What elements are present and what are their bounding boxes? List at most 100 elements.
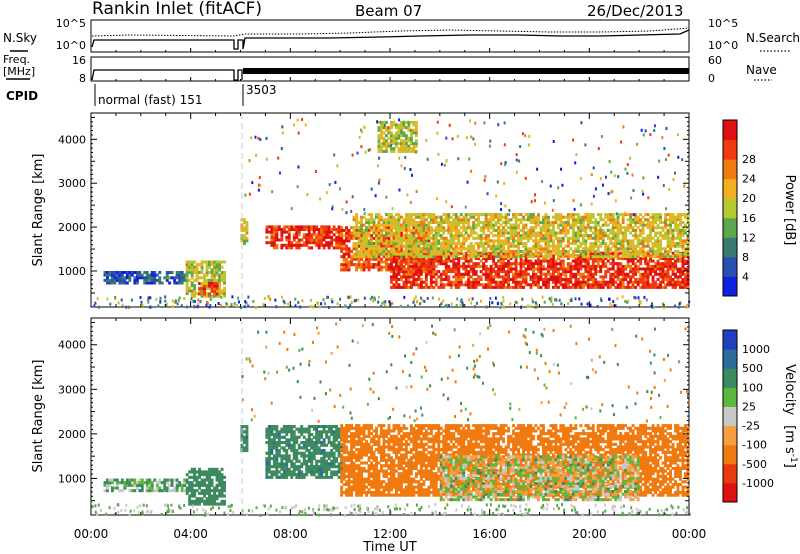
data-cell: [457, 270, 461, 274]
data-cell: [586, 252, 590, 256]
data-cell: [467, 221, 471, 224]
ground-echo: [287, 302, 290, 306]
data-cell: [467, 236, 471, 240]
data-cell: [402, 260, 406, 264]
data-cell: [270, 243, 274, 247]
data-cell: [434, 231, 438, 235]
data-cell: [200, 260, 204, 264]
data-cell: [390, 285, 393, 289]
data-cell: [447, 215, 451, 219]
data-cell: [524, 257, 528, 260]
data-cell: [581, 226, 585, 230]
data-cell: [397, 215, 401, 219]
sparse-echo: [451, 137, 454, 141]
data-cell: [477, 278, 481, 281]
data-cell: [400, 247, 403, 251]
data-cell: [681, 272, 685, 276]
data-cell: [482, 255, 486, 259]
data-cell: [564, 270, 568, 274]
data-cell: [195, 502, 199, 506]
data-cell: [509, 267, 513, 271]
data-cell: [534, 278, 538, 281]
data-cell: [676, 270, 680, 274]
data-cell: [120, 273, 124, 277]
data-cell: [355, 247, 358, 251]
ground-echo: [322, 298, 325, 302]
data-cell: [347, 249, 351, 253]
data-cell: [335, 230, 339, 234]
data-cell: [143, 481, 147, 485]
data-cell: [586, 255, 590, 259]
data-cell: [616, 236, 620, 240]
data-cell: [599, 244, 603, 248]
data-cell: [335, 246, 339, 250]
data-cell: [591, 251, 595, 255]
data-cell: [267, 449, 271, 453]
data-cell: [509, 255, 513, 259]
data-cell: [464, 228, 468, 232]
data-cell: [532, 234, 535, 238]
data-cell: [397, 270, 401, 274]
data-cell: [409, 260, 413, 264]
data-cell: [467, 280, 471, 284]
ground-echo: [301, 299, 304, 303]
ground-echo: [638, 299, 641, 303]
data-cell: [611, 255, 615, 259]
data-cell: [449, 226, 453, 230]
cpid-label: CPID: [6, 89, 38, 103]
data-cell: [624, 278, 628, 281]
data-cell: [552, 244, 555, 248]
data-cell: [601, 251, 605, 255]
data-cell: [596, 280, 600, 284]
data-cell: [596, 231, 600, 235]
data-cell: [454, 267, 458, 271]
data-cell: [639, 257, 643, 260]
data-cell: [459, 249, 463, 253]
data-cell: [370, 255, 373, 259]
data-cell: [375, 213, 378, 217]
data-cell: [377, 236, 381, 240]
data-cell: [651, 249, 655, 253]
data-cell: [634, 285, 638, 289]
data-cell: [467, 234, 471, 238]
data-cell: [400, 123, 403, 127]
data-cell: [641, 223, 645, 227]
data-cell: [684, 239, 687, 243]
data-cell: [659, 221, 662, 224]
data-cell: [534, 249, 538, 253]
data-cell: [674, 242, 677, 245]
ground-echo: [206, 301, 209, 305]
data-cell: [270, 441, 274, 445]
data-cell: [594, 226, 598, 230]
data-cell: [679, 255, 682, 259]
data-cell: [380, 144, 383, 148]
data-cell: [442, 236, 446, 240]
data-cell: [654, 244, 657, 248]
data-cell: [556, 223, 560, 227]
data-cell: [404, 259, 408, 263]
data-cell: [335, 238, 339, 242]
data-cell: [656, 252, 660, 256]
data-cell: [459, 264, 463, 268]
data-cell: [644, 285, 648, 289]
data-cell: [270, 446, 274, 450]
data-cell: [522, 215, 525, 219]
data-cell: [412, 244, 416, 248]
data-cell: [205, 497, 209, 501]
data-cell: [634, 257, 638, 260]
data-cell: [307, 246, 311, 250]
data-cell: [681, 262, 685, 266]
data-cell: [524, 213, 528, 217]
data-cell: [365, 234, 368, 238]
data-cell: [477, 275, 481, 279]
data-cell: [439, 228, 443, 232]
data-cell: [527, 272, 530, 276]
data-cell: [659, 242, 662, 245]
data-cell: [419, 263, 423, 267]
data-cell: [427, 213, 431, 217]
data-cell: [357, 236, 361, 240]
data-cell: [419, 264, 423, 268]
data-cell: [472, 223, 476, 227]
sparse-echo: [314, 170, 317, 173]
data-cell: [215, 478, 219, 482]
